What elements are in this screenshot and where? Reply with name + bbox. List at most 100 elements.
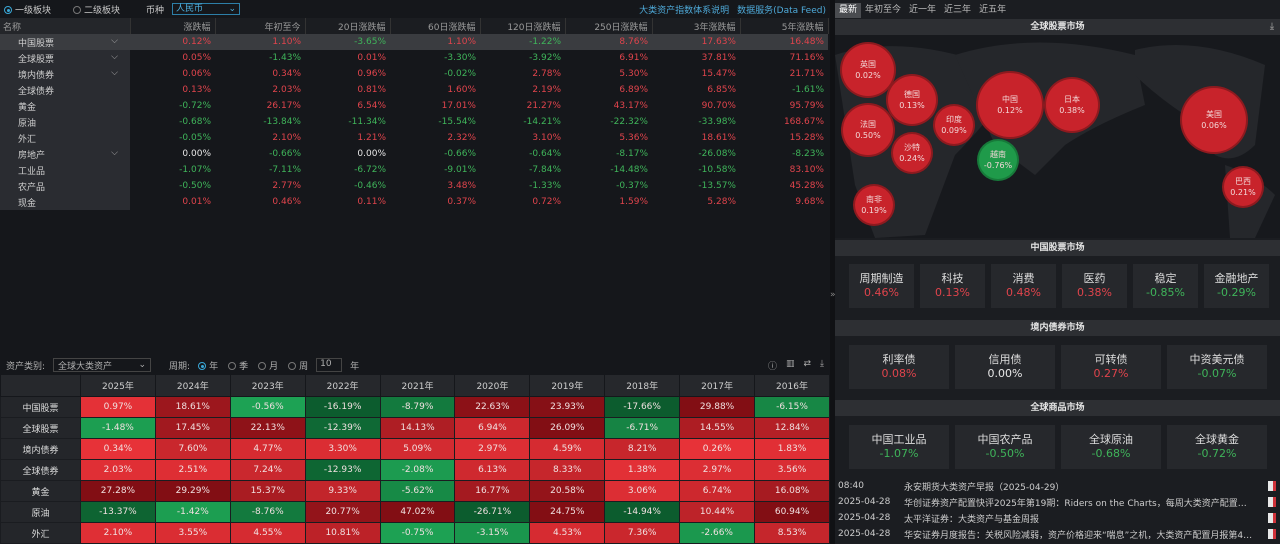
pdf-icon[interactable] (1268, 497, 1276, 507)
heatmap-cell: 60.94% (754, 501, 830, 523)
country-bubble[interactable]: 巴西 0.21% (1224, 168, 1262, 206)
news-item[interactable]: 2025-04-28 华创证券资产配置快评2025年第19期：Riders on … (835, 494, 1280, 510)
period-tabs: 最新 年初至今 近一年 近三年 近五年 (835, 3, 1010, 18)
asset-name-label: 现金 (18, 198, 37, 209)
column-header[interactable]: 5年涨跌幅 (740, 18, 829, 34)
column-header[interactable]: 250日涨跌幅 (565, 18, 653, 34)
table-row[interactable]: 外汇 -0.05% 2.10% 1.21% 2.32% 3.10% 5.36% 18.61% 1… (0, 130, 828, 146)
news-title[interactable]: 华创证券资产配置快评2025年第19期：Riders on the Charts… (904, 498, 1254, 509)
heatmap-cell: -14.94% (604, 501, 681, 523)
country-change: 0.13% (899, 101, 925, 110)
period-radio[interactable]: 周 (288, 359, 308, 372)
info-icon[interactable]: ⓘ (767, 361, 777, 372)
column-header[interactable]: 3年涨跌幅 (652, 18, 741, 34)
heatmap-cell: -8.76% (229, 501, 306, 523)
level1-radio[interactable]: 一级板块 (4, 3, 51, 16)
table-row[interactable]: 房地产 ⌵ 0.00% -0.66% 0.00% -0.66% -0.64% -8.17% -2… (0, 146, 828, 162)
table-row[interactable]: 境内债券 ⌵ 0.06% 0.34% 0.96% -0.02% 2.78% 5.30% 15.4… (0, 66, 828, 82)
column-header[interactable]: 涨跌幅 (130, 18, 216, 34)
period-radio[interactable]: 季 (228, 359, 248, 372)
news-title[interactable]: 华安证券月度报告：关税风险减弱，资产价格迎来“喘息”之机，大类资产配置月报第46… (904, 530, 1254, 541)
market-card[interactable]: 信用债 0.00% (955, 345, 1055, 389)
column-header[interactable]: 年初至今 (215, 18, 306, 34)
market-name: 周期制造 (859, 272, 904, 285)
collapse-icon[interactable]: » (830, 290, 836, 300)
market-card[interactable]: 稳定 -0.85% (1133, 264, 1198, 308)
overview-toolbar: 一级板块 二级板块 币种 人民币 ⌄ 大类资产指数体系说明 数据服务(Data F… (0, 0, 830, 18)
table-row[interactable]: 全球股票 ⌵ 0.05% -1.43% 0.01% -3.30% -3.92% 6.91% 37… (0, 50, 828, 66)
country-bubble[interactable]: 印度 0.09% (935, 106, 973, 144)
pdf-icon[interactable] (1268, 481, 1276, 491)
table-row[interactable]: 中国股票 ⌵ 0.12% 1.10% -3.65% 1.10% -1.22% 8.76% 17.… (0, 34, 828, 50)
currency-select[interactable]: 人民币 ⌄ (172, 3, 241, 15)
period-radio[interactable]: 年 (198, 359, 218, 372)
market-card[interactable]: 消费 0.48% (991, 264, 1056, 308)
column-header[interactable]: 60日涨跌幅 (390, 18, 481, 34)
market-card[interactable]: 周期制造 0.46% (849, 264, 914, 308)
change-cell: 0.96% (305, 66, 390, 82)
pdf-icon[interactable] (1268, 529, 1276, 539)
column-header[interactable]: 120日涨跌幅 (480, 18, 566, 34)
market-card[interactable]: 中资美元债 -0.07% (1167, 345, 1267, 389)
news-item[interactable]: 2025-04-28 华安证券月度报告：关税风险减弱，资产价格迎来“喘息”之机，大… (835, 526, 1280, 542)
market-card[interactable]: 利率债 0.08% (849, 345, 949, 389)
table-row[interactable]: 现金 0.01% 0.46% 0.11% 0.37% 0.72% 1.59% 5.28% 9.6… (0, 194, 828, 210)
column-header[interactable]: 名称 (0, 18, 131, 34)
change-cell: 9.68% (740, 194, 828, 210)
period-tab[interactable]: 最新 (835, 3, 862, 18)
index-doc-link[interactable]: 大类资产指数体系说明 (639, 5, 730, 16)
news-title[interactable]: 太平洋证券：大类资产与基金周报 (904, 514, 1040, 525)
market-card[interactable]: 金融地产 -0.29% (1204, 264, 1269, 308)
chevron-down-icon[interactable]: ⌵ (111, 52, 118, 62)
country-bubble[interactable]: 英国 0.02% (842, 44, 894, 96)
country-bubble[interactable]: 沙特 0.24% (893, 134, 931, 172)
change-cell: 1.10% (390, 34, 480, 50)
market-card[interactable]: 科技 0.13% (920, 264, 985, 308)
period-radio[interactable]: 月 (258, 359, 278, 372)
news-title[interactable]: 永安期货大类资产早报（2025-04-29） (904, 482, 1065, 493)
market-card[interactable]: 医药 0.38% (1062, 264, 1127, 308)
level2-radio[interactable]: 二级板块 (73, 3, 120, 16)
news-item[interactable]: 08:40 永安期货大类资产早报（2025-04-29） (835, 478, 1280, 494)
table-row[interactable]: 全球债券 0.13% 2.03% 0.81% 1.60% 2.19% 6.89% 6.85% -… (0, 82, 828, 98)
change-cell: -3.30% (390, 50, 480, 66)
pdf-icon[interactable] (1268, 513, 1276, 523)
period-tab[interactable]: 近三年 (944, 5, 972, 15)
country-bubble[interactable]: 中国 0.12% (978, 73, 1042, 137)
change-cell: -14.48% (565, 162, 652, 178)
table-row[interactable]: 黄金 -0.72% 26.17% 6.54% 17.01% 21.27% 43.17% 90.… (0, 98, 828, 114)
chevron-down-icon[interactable]: ⌵ (111, 68, 118, 78)
asset-class-select[interactable]: 全球大类资产 ⌄ (53, 358, 152, 372)
swap-icon[interactable]: ⇄ (803, 358, 812, 369)
download-icon[interactable]: ⤓ (820, 358, 824, 369)
market-card[interactable]: 可转债 0.27% (1061, 345, 1161, 389)
country-bubble[interactable]: 美国 0.06% (1182, 88, 1246, 152)
column-header[interactable]: 20日涨跌幅 (305, 18, 391, 34)
news-item[interactable]: 2025-04-28 太平洋证券：大类资产与基金周报 (835, 510, 1280, 526)
period-count-stepper[interactable]: 10 (316, 358, 343, 372)
country-bubble[interactable]: 德国 0.13% (888, 76, 936, 124)
market-card[interactable]: 中国工业品 -1.07% (849, 425, 949, 469)
chevron-down-icon[interactable]: ⌵ (111, 36, 118, 46)
panel-splitter[interactable]: » (830, 0, 836, 544)
country-bubble[interactable]: 南非 0.19% (855, 186, 893, 224)
heatmap-cell: 6.74% (679, 480, 756, 502)
download-icon[interactable]: ⤓ (1270, 22, 1274, 32)
market-card[interactable]: 全球黄金 -0.72% (1167, 425, 1267, 469)
period-tab[interactable]: 年初至今 (865, 5, 902, 15)
period-tab[interactable]: 近一年 (909, 5, 937, 15)
market-card[interactable]: 中国农产品 -0.50% (955, 425, 1055, 469)
market-card[interactable]: 全球原油 -0.68% (1061, 425, 1161, 469)
period-tab[interactable]: 近五年 (979, 5, 1007, 15)
bar-chart-icon[interactable]: ▥ (785, 358, 795, 369)
table-row[interactable]: 工业品 -1.07% -7.11% -6.72% -9.01% -7.84% -14.48%… (0, 162, 828, 178)
chevron-down-icon[interactable]: ⌵ (111, 148, 118, 158)
data-feed-link[interactable]: 数据服务(Data Feed) (737, 5, 826, 16)
country-bubble[interactable]: 日本 0.38% (1046, 79, 1098, 131)
change-cell: 0.06% (130, 66, 215, 82)
table-row[interactable]: 原油 -0.68% -13.84% -11.34% -15.54% -14.21% -22.… (0, 114, 828, 130)
country-bubble[interactable]: 法国 0.50% (843, 105, 893, 155)
asset-name: 房地产 ⌵ (0, 146, 130, 162)
country-bubble[interactable]: 越南 -0.76% (979, 141, 1017, 179)
table-row[interactable]: 农产品 -0.50% 2.77% -0.46% 3.48% -1.33% -0.37% -13… (0, 178, 828, 194)
